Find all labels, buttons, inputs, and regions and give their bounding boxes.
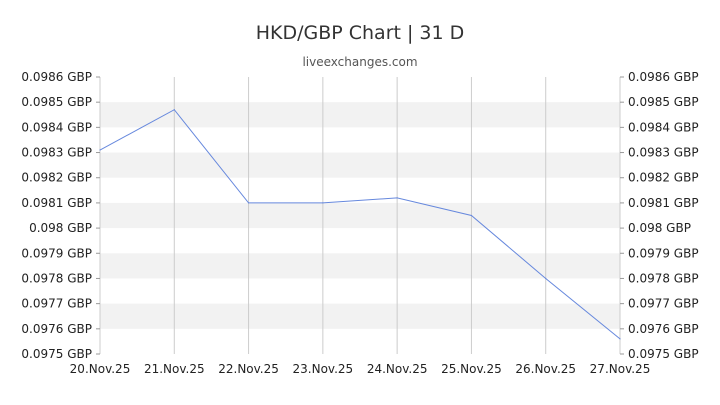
chart-title: HKD/GBP Chart | 31 D — [255, 22, 465, 44]
y-tick-label-right: 0.0986 GBP — [628, 70, 699, 84]
data-point — [396, 197, 398, 199]
y-tick-label-right: 0.0982 GBP — [628, 171, 699, 185]
y-tick-label-left: 0.0978 GBP — [21, 271, 92, 285]
y-tick-label-left: 0.0977 GBP — [21, 297, 92, 311]
data-point — [99, 149, 101, 151]
y-tick-label-left: 0.0975 GBP — [21, 347, 92, 361]
x-tick-label: 24.Nov.25 — [367, 362, 428, 376]
y-tick-label-left: 0.0982 GBP — [21, 171, 92, 185]
y-tick-label-right: 0.0984 GBP — [628, 120, 699, 134]
x-tick-label: 25.Nov.25 — [441, 362, 502, 376]
grid-band — [100, 152, 620, 178]
y-tick-label-left: 0.0985 GBP — [21, 95, 92, 109]
data-point — [545, 277, 547, 280]
y-tick-label-left: 0.0986 GBP — [21, 70, 92, 84]
x-tick-label: 20.Nov.25 — [70, 362, 131, 376]
chart-subtitle: liveexchanges.com — [302, 55, 418, 69]
y-tick-label-right: 0.0975 GBP — [628, 347, 699, 361]
y-tick-label-right: 0.0979 GBP — [628, 246, 699, 260]
y-tick-label-right: 0.0983 GBP — [628, 146, 699, 160]
x-tick-label: 21.Nov.25 — [144, 362, 205, 376]
y-tick-label-left: 0.0983 GBP — [21, 146, 92, 160]
grid-band — [100, 102, 620, 128]
data-point — [247, 202, 250, 204]
series-line — [99, 109, 621, 340]
data-point — [619, 338, 621, 340]
data-point — [173, 109, 175, 111]
x-tick-label: 23.Nov.25 — [293, 362, 354, 376]
data-point — [470, 214, 473, 217]
grid-band — [100, 202, 620, 229]
y-tick-label-left: 0.0984 GBP — [21, 120, 92, 134]
y-tick-label-right: 0.098 GBP — [628, 221, 691, 235]
y-tick-label-right: 0.0978 GBP — [628, 271, 699, 285]
y-tick-label-right: 0.0976 GBP — [628, 322, 699, 336]
y-tick-label-left: 0.098 GBP — [29, 221, 92, 235]
y-tick-label-left: 0.0976 GBP — [21, 322, 92, 336]
x-tick-label: 27.Nov.25 — [590, 362, 651, 376]
grid-band — [100, 303, 620, 329]
x-tick-label: 26.Nov.25 — [515, 362, 576, 376]
y-tick-label-right: 0.0985 GBP — [628, 95, 699, 109]
y-tick-label-left: 0.0981 GBP — [21, 196, 92, 210]
x-tick-label: 22.Nov.25 — [218, 362, 279, 376]
y-tick-label-left: 0.0979 GBP — [21, 246, 92, 260]
y-tick-label-right: 0.0977 GBP — [628, 297, 699, 311]
grid-band — [100, 253, 620, 279]
data-point — [322, 202, 324, 204]
y-tick-label-right: 0.0981 GBP — [628, 196, 699, 210]
